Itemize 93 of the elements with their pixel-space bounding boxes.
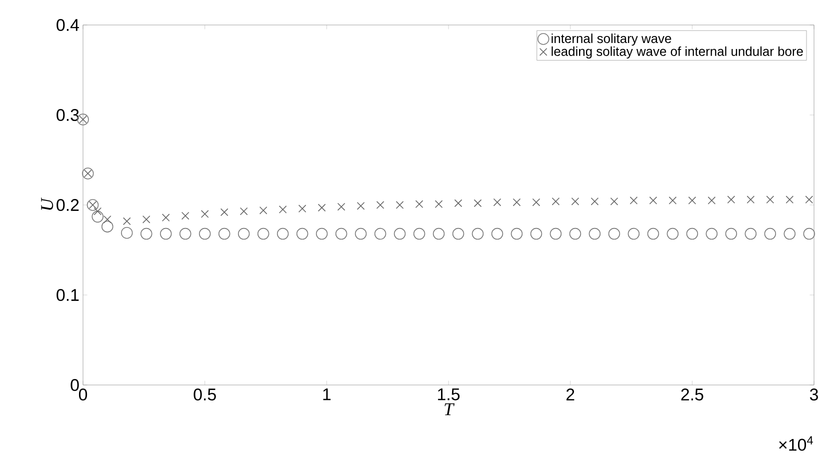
point (512, 198, 521, 206)
point (94, 207, 102, 216)
point (318, 204, 326, 212)
point (142, 215, 150, 224)
point (354, 228, 367, 240)
point (588, 228, 601, 240)
point (746, 196, 755, 204)
point (140, 228, 152, 240)
point (162, 214, 170, 222)
point (706, 228, 718, 240)
point (198, 228, 211, 240)
y-tick-label: 0 (70, 378, 79, 391)
x-tick-label: 0.5 (194, 388, 216, 400)
point (240, 207, 248, 216)
point (630, 196, 638, 204)
point (434, 200, 443, 208)
point (413, 228, 426, 240)
point (160, 228, 172, 240)
point (259, 206, 268, 214)
text: ×10$^{4}$ (779, 436, 813, 451)
point (374, 228, 386, 240)
point (276, 228, 289, 240)
point (257, 228, 270, 240)
point (647, 228, 660, 240)
point (590, 197, 599, 206)
point (452, 228, 464, 240)
point (218, 228, 230, 240)
legend-label: internal solitary wave (552, 34, 672, 46)
point (686, 228, 698, 240)
point (784, 228, 796, 240)
point (296, 228, 308, 240)
point (356, 202, 365, 210)
y-tick-label: 0.2 (56, 198, 79, 211)
point (688, 196, 696, 204)
point (708, 196, 716, 204)
point (92, 210, 104, 223)
point (649, 196, 658, 204)
point (337, 202, 346, 211)
point (628, 228, 640, 240)
y-tick-label: 0.1 (56, 288, 79, 301)
y-axis-title: U (41, 198, 54, 210)
x-tick-label: 1.5 (438, 388, 460, 400)
point (181, 212, 190, 220)
point (666, 228, 679, 240)
point (278, 206, 287, 214)
point (550, 228, 562, 240)
point (608, 228, 620, 240)
point (298, 204, 306, 213)
point (725, 228, 738, 240)
point (510, 228, 523, 240)
point (764, 228, 776, 240)
point (238, 228, 250, 240)
point (727, 196, 736, 204)
x-tick-label: 3 (810, 388, 818, 400)
x-tick-label: 2.5 (681, 388, 704, 400)
x-axis-title: T (444, 403, 455, 416)
point (491, 228, 504, 240)
x-tick-label: 1 (323, 388, 331, 400)
legend-label: leading solitay wave of internal undular bore (552, 46, 803, 59)
point (766, 196, 774, 204)
point (335, 228, 348, 240)
y-tick-label: 0.4 (56, 18, 79, 31)
point (744, 228, 757, 240)
point (569, 228, 582, 240)
point (120, 227, 133, 239)
point (394, 228, 406, 240)
point (220, 208, 228, 216)
point (415, 200, 424, 208)
x-tick-label: 0 (78, 388, 88, 400)
point (432, 228, 445, 240)
point (610, 197, 618, 206)
point (474, 199, 482, 208)
y-tick-label: 0.3 (56, 108, 79, 121)
point (552, 197, 560, 206)
point (101, 220, 114, 232)
point (668, 196, 677, 204)
point (179, 228, 192, 240)
point (805, 196, 814, 204)
point (530, 228, 542, 240)
point (103, 215, 112, 224)
point (316, 228, 328, 240)
point (532, 198, 540, 206)
point (376, 201, 384, 209)
point (803, 228, 816, 240)
point (786, 196, 794, 204)
point (122, 217, 131, 226)
point (571, 197, 580, 206)
point (454, 199, 462, 208)
point (472, 228, 484, 240)
point (493, 198, 502, 206)
x-tick-label: 2 (566, 388, 574, 400)
point (200, 210, 209, 218)
point (396, 201, 404, 209)
